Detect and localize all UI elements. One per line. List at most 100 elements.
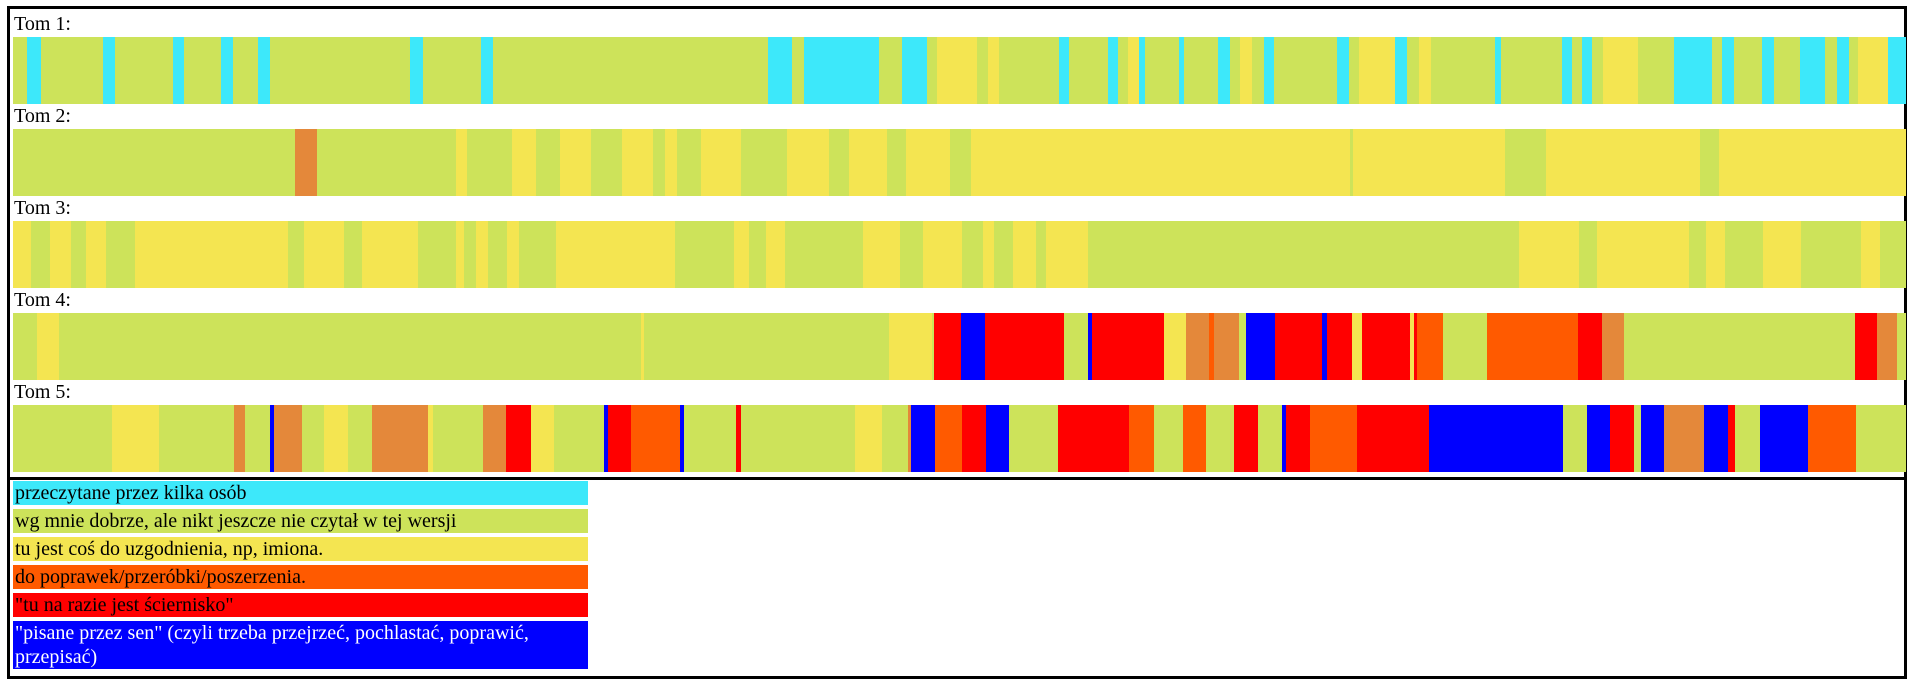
chapter-segment xyxy=(1562,37,1572,104)
chapter-segment xyxy=(1849,37,1858,104)
chapter-segment xyxy=(1603,37,1638,104)
chapter-segment xyxy=(41,37,103,104)
chapter-segment xyxy=(1880,221,1896,288)
chapter-segment xyxy=(1861,221,1880,288)
chapter-segment xyxy=(1414,313,1417,380)
legend-item-darkorange: do poprawek/przeróbki/poszerzenia. xyxy=(13,565,588,589)
chapter-segment xyxy=(804,37,879,104)
chapter-segment xyxy=(234,405,245,472)
chapter-segment xyxy=(1896,221,1906,288)
chapter-segment xyxy=(1624,313,1855,380)
chapter-segment xyxy=(1735,405,1760,472)
chapter-segment xyxy=(938,313,961,380)
chapter-segment xyxy=(1825,37,1837,104)
chapter-segment xyxy=(677,129,701,196)
chapter-segment xyxy=(1592,37,1603,104)
chapter-segment xyxy=(1877,313,1897,380)
chapter-segment xyxy=(844,221,863,288)
chapter-segment xyxy=(902,37,927,104)
chapter-segment xyxy=(1563,405,1587,472)
chapter-segment xyxy=(13,129,295,196)
chapter-segment xyxy=(1013,221,1036,288)
chapter-segment xyxy=(1282,405,1286,472)
chapter-segment xyxy=(1327,313,1352,380)
chapter-segment xyxy=(103,37,115,104)
chapter-segment xyxy=(1092,313,1164,380)
chapter-segment xyxy=(1240,37,1252,104)
chapter-segment xyxy=(456,129,467,196)
chapter-segment xyxy=(1350,129,1353,196)
chapter-segment xyxy=(1712,37,1722,104)
chapter-segment xyxy=(653,129,665,196)
chapter-segment xyxy=(362,221,418,288)
chapter-segment xyxy=(135,221,288,288)
chapter-segment xyxy=(1429,405,1563,472)
chapter-segment xyxy=(1674,37,1712,104)
chapter-segment xyxy=(962,221,983,288)
chapter-segment xyxy=(1763,221,1801,288)
chapter-segment xyxy=(270,37,410,104)
chapter-segment xyxy=(1719,129,1906,196)
chapter-segment xyxy=(433,405,483,472)
chapter-segment xyxy=(1762,37,1774,104)
chapter-segment xyxy=(556,221,675,288)
legend-item-blue: "pisane przez sen" (czyli trzeba przejrz… xyxy=(13,621,588,669)
chapter-segment xyxy=(971,129,1350,196)
chapter-segment xyxy=(1186,313,1209,380)
chapter-segment xyxy=(736,405,741,472)
chapter-segment xyxy=(1722,37,1734,104)
chapter-segment xyxy=(1183,405,1206,472)
divider xyxy=(10,477,1904,480)
chapter-segment xyxy=(849,129,887,196)
chapter-segment xyxy=(1587,405,1610,472)
chapter-segment xyxy=(245,405,270,472)
volume-label-5: Tom 5: xyxy=(14,381,71,403)
chapter-segment xyxy=(1582,37,1592,104)
chapter-segment xyxy=(906,129,950,196)
chapter-segment xyxy=(1546,129,1700,196)
chapter-segment xyxy=(1519,221,1579,288)
chapter-segment xyxy=(106,221,119,288)
chapter-segment xyxy=(1487,313,1578,380)
chapter-segment xyxy=(1214,313,1239,380)
chapter-segment xyxy=(1108,37,1118,104)
chapter-segment xyxy=(288,221,304,288)
chapter-segment xyxy=(741,405,855,472)
volume-bar-1 xyxy=(13,37,1906,104)
chapter-segment xyxy=(537,221,556,288)
chapter-segment xyxy=(423,37,481,104)
chapter-segment xyxy=(680,405,684,472)
volume-bar-5 xyxy=(13,405,1906,472)
chapter-segment xyxy=(1310,405,1357,472)
chapter-segment xyxy=(792,37,804,104)
chapter-segment xyxy=(644,313,862,380)
chapter-segment xyxy=(608,405,631,472)
chapter-segment xyxy=(1058,405,1129,472)
chapter-segment xyxy=(1597,221,1689,288)
chapter-segment xyxy=(1353,129,1505,196)
chapter-segment xyxy=(71,221,86,288)
chapter-segment xyxy=(882,405,908,472)
chapter-segment xyxy=(50,221,71,288)
chapter-segment xyxy=(512,129,536,196)
chapter-segment xyxy=(1800,37,1825,104)
chapter-segment xyxy=(1209,313,1214,380)
chapter-segment xyxy=(1264,37,1274,104)
chapter-segment xyxy=(1501,37,1562,104)
chapter-segment xyxy=(1322,313,1327,380)
chapter-segment xyxy=(1897,313,1906,380)
chapter-segment xyxy=(1801,221,1861,288)
chapter-segment xyxy=(13,405,112,472)
chapter-segment xyxy=(258,37,270,104)
chapter-segment xyxy=(829,129,849,196)
chapter-segment xyxy=(932,313,934,380)
chapter-segment xyxy=(418,221,456,288)
chapter-segment xyxy=(911,405,935,472)
chapter-segment xyxy=(1252,37,1264,104)
chapter-segment xyxy=(184,37,221,104)
status-map-frame: Tom 1: Tom 2: Tom 3: Tom 4: Tom 5: przeczyta… xyxy=(7,6,1907,679)
chapter-segment xyxy=(173,37,184,104)
chapter-segment xyxy=(1118,37,1128,104)
chapter-segment xyxy=(536,129,560,196)
chapter-segment xyxy=(483,405,506,472)
